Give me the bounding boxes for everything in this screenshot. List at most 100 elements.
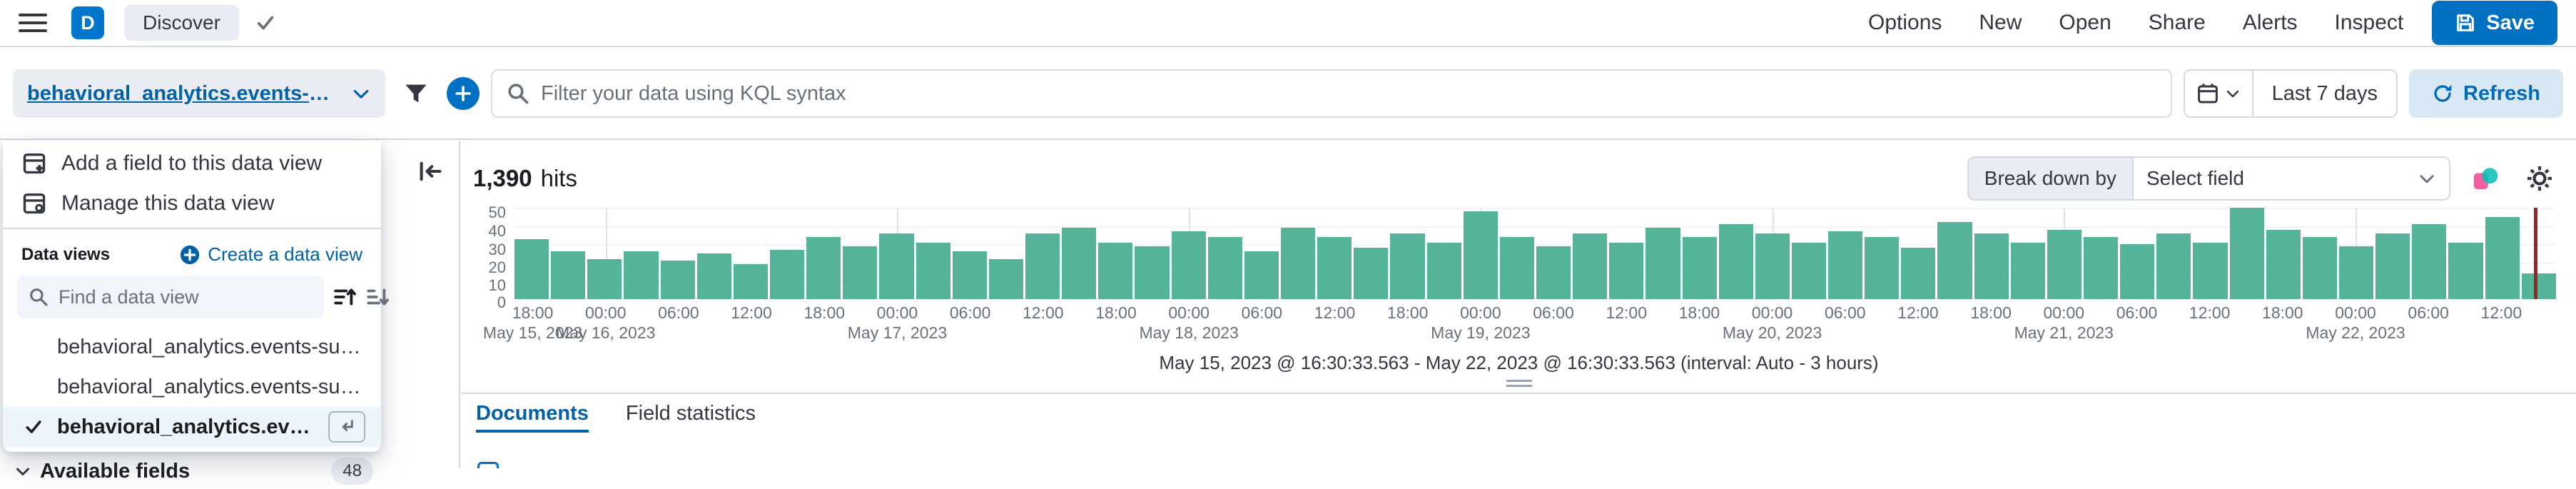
search-icon <box>507 82 529 105</box>
kql-search-input[interactable] <box>539 81 2156 106</box>
histogram-bar <box>1208 237 1242 299</box>
x-tick-time: 12:00 <box>1897 303 1939 323</box>
data-view-picker[interactable]: behavioral_analytics.events-web... <box>13 69 385 118</box>
histogram-bar <box>953 251 987 299</box>
nav-share[interactable]: Share <box>2149 11 2206 35</box>
refresh-icon <box>2432 83 2453 104</box>
x-tick-time: 06:00 <box>950 303 991 323</box>
menu-icon[interactable] <box>19 14 47 32</box>
filter-icon[interactable] <box>397 74 435 113</box>
histogram-bar <box>1244 251 1279 299</box>
x-tick-time: 18:00 <box>1970 303 2012 323</box>
x-tick-date: May 21, 2023 <box>2014 323 2114 343</box>
histogram-bar <box>587 259 622 299</box>
select-all-checkbox[interactable] <box>477 462 499 468</box>
histogram-bar <box>551 251 585 299</box>
histogram-bar <box>514 239 549 299</box>
chevron-down-icon <box>2418 169 2436 188</box>
histogram-bar <box>1062 228 1096 299</box>
nav-open[interactable]: Open <box>2059 11 2111 35</box>
date-picker: Last 7 days <box>2184 69 2398 118</box>
histogram-bar <box>2266 230 2301 299</box>
find-data-view-box <box>17 276 324 318</box>
tab-field-statistics[interactable]: Field statistics <box>626 394 756 433</box>
x-tick-time: 18:00 <box>1387 303 1429 323</box>
save-button[interactable]: Save <box>2432 1 2557 45</box>
histogram-bar <box>624 251 658 299</box>
collapse-sidebar-icon[interactable] <box>413 158 447 185</box>
nav-options[interactable]: Options <box>1868 11 1942 35</box>
x-tick-date: May 20, 2023 <box>1723 323 1822 343</box>
histogram-bar <box>1390 233 1424 299</box>
sort-descending-icon[interactable] <box>365 278 390 316</box>
histogram-bar <box>1573 233 1607 299</box>
find-data-view-input[interactable] <box>57 286 313 309</box>
x-tick-time: 06:00 <box>1242 303 1283 323</box>
x-tick-date: May 19, 2023 <box>1431 323 1530 343</box>
x-tick-time: 00:00 <box>2335 303 2376 323</box>
histogram-bar <box>2230 208 2264 299</box>
deployment-logo[interactable]: D <box>71 6 104 39</box>
histogram-bar <box>1865 237 1899 299</box>
histogram-bar <box>2156 233 2191 299</box>
search-icon <box>29 287 49 307</box>
breakdown-control: Break down by Select field <box>1967 156 2450 201</box>
histogram-bar <box>2375 233 2410 299</box>
x-tick-time: 12:00 <box>2189 303 2231 323</box>
histogram-bar <box>1937 222 1972 299</box>
histogram-bars <box>514 208 2556 299</box>
edit-visualization-icon[interactable] <box>2466 159 2505 198</box>
quick-select-button[interactable] <box>2185 71 2253 116</box>
available-fields-label: Available fields <box>40 460 190 483</box>
top-nav: Options New Open Share Alerts Inspect <box>1868 11 2403 35</box>
histogram-plot[interactable] <box>514 208 2556 299</box>
data-view-option-selected[interactable]: behavioral_analytics.even... <box>3 407 381 447</box>
chevron-down-icon <box>351 84 371 104</box>
nav-inspect[interactable]: Inspect <box>2335 11 2404 35</box>
calendar-icon <box>2196 82 2219 105</box>
histogram-bar <box>2120 244 2154 299</box>
histogram-bar <box>1755 233 1790 299</box>
x-tick-time: 00:00 <box>2044 303 2085 323</box>
check-icon <box>21 417 46 437</box>
histogram-bar <box>879 233 913 299</box>
add-filter-button[interactable] <box>447 77 480 110</box>
x-tick-time: 06:00 <box>658 303 699 323</box>
nav-new[interactable]: New <box>1979 11 2022 35</box>
breakdown-select[interactable]: Select field <box>2132 156 2450 201</box>
histogram-bar <box>2011 243 2045 299</box>
resize-handle[interactable] <box>1506 380 1532 387</box>
histogram-bar <box>2522 273 2556 299</box>
sort-ascending-icon[interactable] <box>333 278 357 316</box>
histogram-bar <box>989 259 1023 299</box>
create-data-view-link[interactable]: Create a data view <box>179 243 362 266</box>
x-tick-time: 18:00 <box>2262 303 2303 323</box>
histogram-bar <box>2193 243 2227 299</box>
add-field-menu-item[interactable]: Add a field to this data view <box>3 143 381 183</box>
x-tick-time: 18:00 <box>1095 303 1137 323</box>
histogram-bar <box>1901 248 1935 299</box>
data-view-option[interactable]: behavioral_analytics.events-sup... <box>3 367 381 407</box>
histogram-bar <box>1828 231 1862 299</box>
breadcrumb[interactable]: Discover <box>124 5 239 41</box>
x-tick-time: 18:00 <box>512 303 554 323</box>
time-range-button[interactable]: Last 7 days <box>2253 71 2396 116</box>
refresh-button[interactable]: Refresh <box>2409 69 2563 118</box>
breakdown-label: Break down by <box>1967 156 2132 201</box>
x-tick-time: 06:00 <box>2408 303 2449 323</box>
histogram-bar <box>697 253 731 299</box>
x-tick-time: 00:00 <box>1460 303 1501 323</box>
histogram-bar <box>2303 237 2337 299</box>
chart-options-gear-icon[interactable] <box>2520 159 2559 198</box>
data-view-option[interactable]: behavioral_analytics.events-sup... <box>3 327 381 367</box>
histogram-bar <box>1172 231 1206 299</box>
histogram-bar <box>1792 243 1826 299</box>
x-tick-time: 12:00 <box>731 303 772 323</box>
manage-data-view-menu-item[interactable]: Manage this data view <box>3 183 381 223</box>
hits-label: hits <box>541 165 577 192</box>
histogram-bar <box>770 250 804 299</box>
available-fields-header[interactable]: Available fields 48 <box>0 453 459 489</box>
current-time-marker <box>2534 208 2537 299</box>
tab-documents[interactable]: Documents <box>476 394 589 433</box>
nav-alerts[interactable]: Alerts <box>2243 11 2298 35</box>
